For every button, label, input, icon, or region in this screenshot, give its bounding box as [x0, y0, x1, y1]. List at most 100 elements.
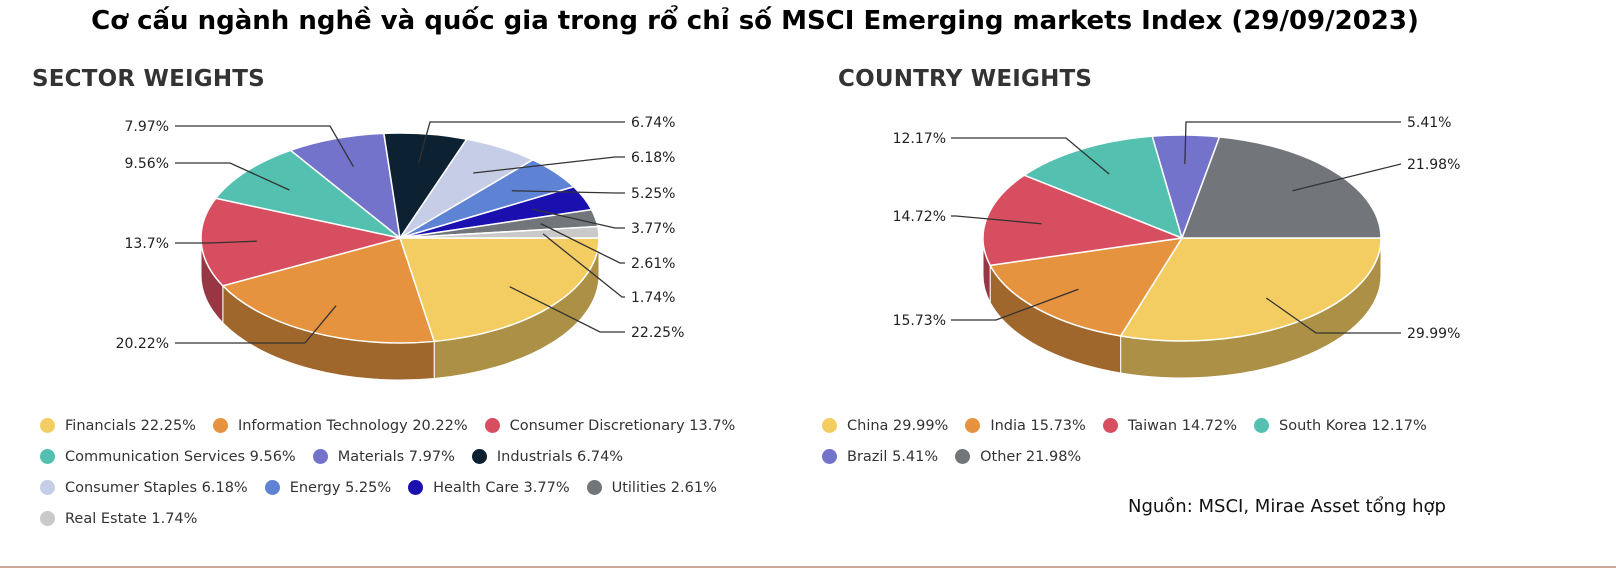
slice-label-utilities: 2.61% — [631, 256, 675, 272]
pie-slice-real-estate — [399, 225, 600, 239]
slice-label-industrials: 6.74% — [631, 115, 675, 131]
slice-label-health-care: 3.77% — [631, 221, 675, 237]
leader-line-information-technology — [175, 305, 337, 344]
legend-row: Consumer Staples 6.18% Energy 5.25% Health… — [40, 472, 752, 503]
legend-item-industrials: Industrials 6.74% — [471, 448, 624, 465]
leader-line-real-estate — [542, 233, 625, 298]
legend-row: Real Estate 1.74% — [40, 503, 752, 534]
legend-swatch — [1254, 418, 1270, 433]
legend-row: China 29.99% India 15.73% Taiwan 14.72% Sou… — [822, 410, 1444, 441]
sector-chart-title: SECTOR WEIGHTS — [32, 66, 265, 92]
legend-item-health-care: Health Care 3.77% — [408, 479, 570, 496]
legend-swatch — [408, 480, 424, 495]
legend-item-other: Other 21.98% — [955, 449, 1081, 465]
legend-swatch — [264, 480, 280, 495]
legend-item-consumer-discretionary: Consumer Discretionary 13.7% — [484, 417, 736, 434]
pie-slice-south-korea — [1022, 135, 1184, 240]
legend-swatch — [40, 418, 55, 433]
legend-swatch — [312, 449, 328, 464]
leader-line-india — [951, 288, 1079, 321]
legend-label: Utilities 2.61% — [611, 479, 717, 496]
legend-label: Brazil 5.41% — [847, 448, 939, 465]
leader-line-taiwan — [951, 215, 1042, 225]
slice-label-taiwan: 14.72% — [893, 209, 946, 225]
leader-line-energy — [511, 190, 625, 194]
legend-label: Other 21.98% — [980, 448, 1082, 465]
leader-line-other — [1292, 163, 1402, 192]
slice-label-consumer-staples: 6.18% — [631, 150, 675, 166]
legend-item-south-korea: South Korea 12.17% — [1254, 418, 1427, 434]
pie-slice-india — [988, 237, 1184, 337]
legend-swatch — [40, 449, 55, 464]
slice-label-communication-services: 9.56% — [125, 156, 169, 172]
legend-swatch — [955, 449, 971, 464]
country-pie-chart: 29.99% 15.73% 14.72% 12.17% 5.41% 21.98% — [893, 115, 1460, 379]
legend-item-taiwan: Taiwan 14.72% — [1102, 417, 1238, 434]
legend-label: Energy 5.25% — [289, 479, 392, 496]
legend-label: Consumer Discretionary 13.7% — [509, 417, 736, 434]
pie-slice-communication-services — [214, 149, 401, 239]
slice-label-information-technology: 20.22% — [116, 336, 169, 352]
legend-swatch — [965, 418, 981, 433]
sector-weights-panel: SECTOR WEIGHTS 22.25% 20.22% 13.7% 9.56% 7.9… — [30, 60, 810, 540]
legend-swatch — [822, 449, 837, 464]
legend-row: Brazil 5.41% Other 21.98% — [822, 441, 1444, 472]
legend-label: South Korea 12.17% — [1279, 417, 1427, 434]
pie-slice-financials — [398, 237, 600, 343]
slice-label-real-estate: 1.74% — [631, 290, 675, 306]
slice-label-materials: 7.97% — [125, 119, 169, 135]
country-legend: China 29.99% India 15.73% Taiwan 14.72% Sou… — [822, 410, 1444, 472]
legend-swatch — [40, 480, 55, 495]
legend-label: Information Technology 20.22% — [237, 417, 468, 434]
legend-item-brazil: Brazil 5.41% — [822, 449, 938, 465]
leader-line-health-care — [532, 208, 625, 229]
leader-line-china — [1265, 297, 1401, 334]
legend-label: Taiwan 14.72% — [1127, 417, 1238, 434]
legend-row: Communication Services 9.56% Materials 7.… — [40, 441, 752, 472]
legend-item-energy: Energy 5.25% — [264, 479, 392, 496]
leader-line-communication-services — [175, 162, 290, 191]
legend-label: Health Care 3.77% — [433, 479, 570, 496]
slice-label-south-korea: 12.17% — [893, 131, 946, 147]
legend-label: India 15.73% — [990, 417, 1086, 434]
slice-label-financials: 22.25% — [631, 325, 684, 341]
legend-label: Industrials 6.74% — [496, 448, 624, 465]
slice-label-other: 21.98% — [1407, 157, 1460, 173]
source-note: Nguồn: MSCI, Mirae Asset tổng hợp — [1128, 496, 1446, 517]
legend-item-financials: Financials 22.25% — [40, 418, 196, 434]
legend-swatch — [40, 511, 55, 526]
legend-item-communication-services: Communication Services 9.56% — [40, 449, 296, 465]
legend-swatch — [484, 418, 500, 433]
bottom-divider — [0, 566, 1616, 568]
legend-label: China 29.99% — [847, 417, 949, 434]
sector-pie-chart: 22.25% 20.22% 13.7% 9.56% 7.97% 6.74% 6.18% 5.2… — [116, 115, 684, 381]
leader-line-consumer-staples — [473, 156, 625, 174]
sector-legend: Financials 22.25% Information Technology … — [40, 410, 752, 534]
legend-swatch — [471, 449, 487, 464]
leader-line-financials — [509, 286, 625, 333]
legend-item-materials: Materials 7.97% — [312, 448, 455, 465]
legend-label: Real Estate 1.74% — [65, 510, 198, 527]
legend-item-utilities: Utilities 2.61% — [586, 479, 717, 496]
legend-label: Materials 7.97% — [337, 448, 455, 465]
legend-item-real-estate: Real Estate 1.74% — [40, 511, 197, 527]
page-title: Cơ cấu ngành nghề và quốc gia trong rổ c… — [91, 6, 1419, 36]
leader-line-industrials — [418, 121, 625, 164]
leader-line-utilities — [540, 223, 625, 264]
legend-row: Financials 22.25% Information Technology … — [40, 410, 752, 441]
country-chart-title: COUNTRY WEIGHTS — [838, 66, 1093, 92]
country-weights-panel: COUNTRY WEIGHTS 29.99% 15.73% 14.72% 12.17%… — [822, 60, 1536, 540]
legend-label: Consumer Staples 6.18% — [65, 479, 248, 496]
leader-line-consumer-discretionary — [175, 240, 257, 244]
leader-line-materials — [175, 125, 354, 167]
legend-swatch — [1102, 418, 1118, 433]
leader-line-brazil — [1184, 121, 1401, 164]
pie-slice-other — [1180, 136, 1382, 239]
slice-label-energy: 5.25% — [631, 186, 675, 202]
legend-item-china: China 29.99% — [822, 418, 948, 434]
pie-slice-materials — [289, 132, 402, 240]
legend-item-consumer-staples: Consumer Staples 6.18% — [40, 480, 248, 496]
slice-label-china: 29.99% — [1407, 326, 1460, 342]
legend-label: Communication Services 9.56% — [65, 448, 296, 465]
legend-swatch — [212, 418, 228, 433]
